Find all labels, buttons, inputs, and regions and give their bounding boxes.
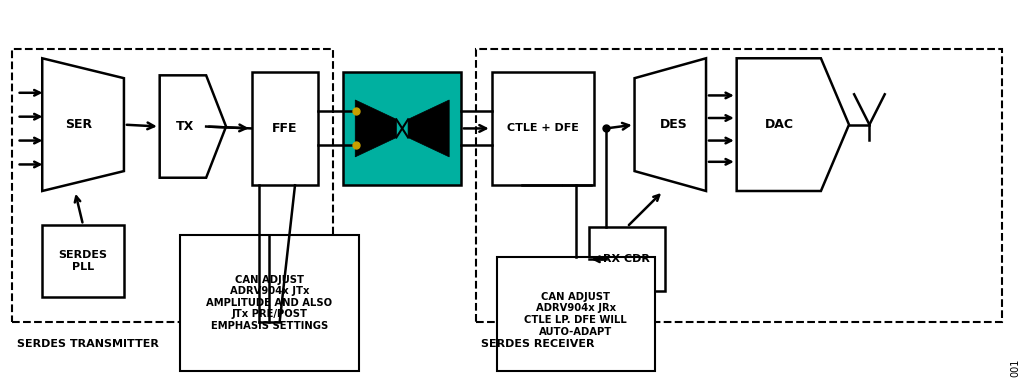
Text: RX CDR: RX CDR — [603, 254, 650, 264]
Polygon shape — [635, 58, 706, 191]
Text: SERDES RECEIVER: SERDES RECEIVER — [481, 339, 595, 349]
Text: SER: SER — [66, 118, 92, 131]
Polygon shape — [160, 75, 226, 178]
Polygon shape — [355, 100, 396, 157]
Text: CTLE + DFE: CTLE + DFE — [507, 123, 579, 133]
Text: FFE: FFE — [272, 122, 298, 135]
FancyBboxPatch shape — [497, 257, 655, 371]
Text: CAN ADJUST
ADRV904x JTx
AMPLITUDE AND ALSO
JTx PRE/POST
EMPHASIS SETTINGS: CAN ADJUST ADRV904x JTx AMPLITUDE AND AL… — [207, 275, 333, 331]
Text: SERDES TRANSMITTER: SERDES TRANSMITTER — [16, 339, 159, 349]
FancyBboxPatch shape — [252, 71, 318, 185]
Text: TX: TX — [176, 120, 194, 133]
Text: DES: DES — [660, 118, 688, 131]
FancyBboxPatch shape — [180, 235, 358, 371]
Text: DAC: DAC — [765, 118, 794, 131]
Polygon shape — [42, 58, 124, 191]
Polygon shape — [736, 58, 849, 191]
FancyBboxPatch shape — [589, 227, 666, 291]
Text: 001: 001 — [1011, 358, 1021, 377]
Text: SERDES
PLL: SERDES PLL — [58, 250, 108, 272]
Text: CAN ADJUST
ADRV904x JRx
CTLE LP. DFE WILL
AUTO-ADAPT: CAN ADJUST ADRV904x JRx CTLE LP. DFE WIL… — [524, 292, 628, 337]
Polygon shape — [409, 100, 450, 157]
FancyBboxPatch shape — [42, 225, 124, 297]
FancyBboxPatch shape — [492, 71, 594, 185]
FancyBboxPatch shape — [343, 71, 461, 185]
